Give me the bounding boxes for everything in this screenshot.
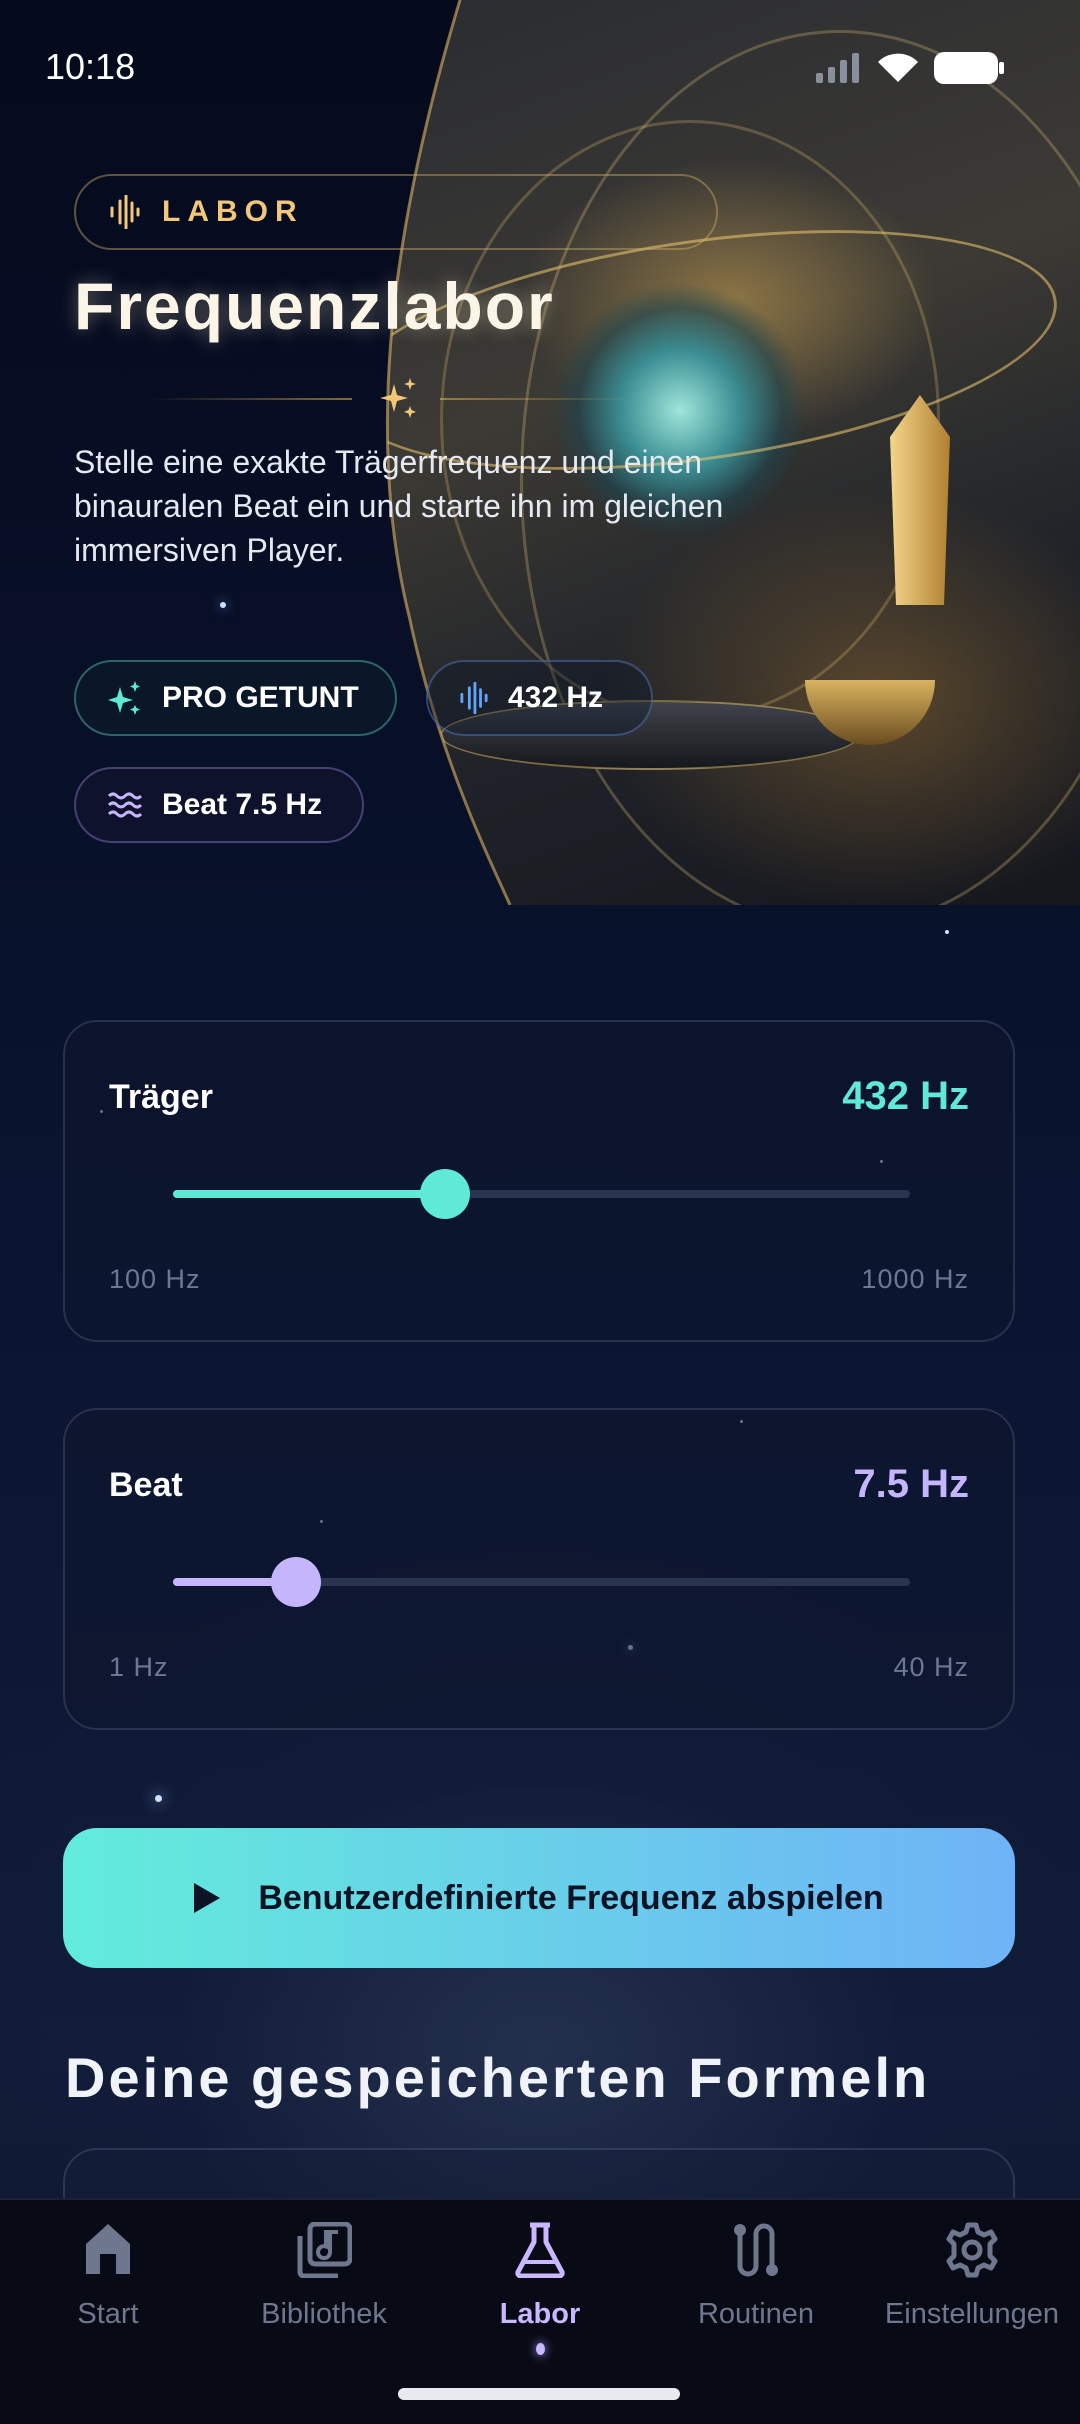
carrier-value: 432 Hz xyxy=(842,1074,969,1118)
waveform-icon xyxy=(460,682,488,714)
beat-value: 7.5 Hz xyxy=(853,1462,969,1506)
nav-label: Routinen xyxy=(697,2298,815,2330)
beat-card: Beat 7.5 Hz 1 Hz 40 Hz xyxy=(63,1408,1015,1730)
chip-label: Beat 7.5 Hz xyxy=(162,788,323,821)
badge-label: LABOR xyxy=(162,195,304,228)
nav-label: Labor xyxy=(499,2298,581,2330)
divider xyxy=(440,398,640,400)
chip-label: PRO GETUNT xyxy=(162,681,359,714)
active-indicator xyxy=(535,2343,545,2355)
chip-label: 432 Hz xyxy=(508,681,604,714)
home-icon xyxy=(86,2224,130,2274)
waveform-icon xyxy=(110,195,140,229)
carrier-label: Träger xyxy=(109,1078,213,1116)
play-custom-frequency-button[interactable]: Benutzerdefinierte Frequenz abspielen xyxy=(63,1828,1015,1968)
nav-item-start[interactable]: Start xyxy=(0,2200,216,2424)
carrier-min: 100 Hz xyxy=(109,1264,201,1294)
sparkles-icon xyxy=(108,681,140,715)
carrier-card: Träger 432 Hz 100 Hz 1000 Hz xyxy=(63,1020,1015,1342)
wifi-icon xyxy=(878,53,918,82)
waves-icon xyxy=(108,792,142,818)
nav-item-routinen[interactable]: Routinen xyxy=(648,2200,864,2424)
slider-thumb[interactable] xyxy=(270,1557,321,1607)
beat-min: 1 Hz xyxy=(109,1652,169,1682)
status-time: 10:18 xyxy=(45,46,136,87)
nav-label: Einstellungen xyxy=(884,2298,1060,2330)
gear-icon xyxy=(946,2222,998,2278)
status-icons xyxy=(816,52,1004,84)
battery-icon xyxy=(934,52,1004,84)
sparkle-icon xyxy=(380,378,416,418)
nav-label: Bibliothek xyxy=(261,2298,387,2330)
nav-item-labor[interactable]: Labor xyxy=(432,2200,648,2424)
page-title: Frequenzlabor xyxy=(74,269,555,343)
slider-fill xyxy=(173,1578,296,1586)
page-description: Stelle eine exakte Trägerfrequenz und ei… xyxy=(74,444,724,568)
nav-item-bibliothek[interactable]: Bibliothek xyxy=(216,2200,432,2424)
beat-max: 40 Hz xyxy=(893,1652,969,1682)
beat-slider[interactable] xyxy=(173,1557,910,1607)
play-icon xyxy=(194,1883,221,1913)
carrier-slider[interactable] xyxy=(173,1169,910,1219)
slider-thumb[interactable] xyxy=(419,1169,470,1219)
bottom-nav: Start Bibliothek Labor Routinen Einstell… xyxy=(0,2198,1080,2424)
carrier-max: 1000 Hz xyxy=(861,1264,969,1294)
library-icon xyxy=(297,2222,352,2278)
home-indicator[interactable] xyxy=(398,2388,680,2400)
chip-pro-tuned: PRO GETUNT xyxy=(74,660,397,736)
beat-label: Beat xyxy=(109,1466,183,1504)
slider-fill xyxy=(173,1190,445,1198)
divider xyxy=(150,398,352,400)
play-button-label: Benutzerdefinierte Frequenz abspielen xyxy=(258,1878,884,1917)
chip-carrier: 432 Hz xyxy=(426,660,653,736)
flask-icon xyxy=(515,2222,565,2278)
nav-item-einstellungen[interactable]: Einstellungen xyxy=(864,2200,1080,2424)
chip-beat: Beat 7.5 Hz xyxy=(74,767,364,843)
saved-formulas-heading: Deine gespeicherten Formeln xyxy=(65,2046,931,2109)
signal-icon xyxy=(816,53,859,83)
route-icon xyxy=(734,2223,778,2277)
section-badge: LABOR xyxy=(74,174,718,250)
nav-label: Start xyxy=(77,2298,139,2330)
